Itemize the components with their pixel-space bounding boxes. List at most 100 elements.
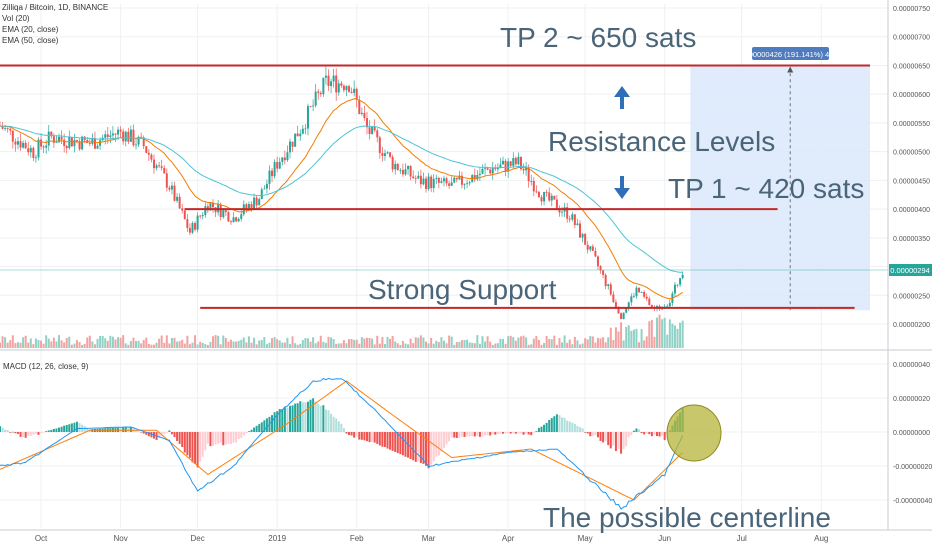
candle-body — [383, 153, 386, 156]
histogram-bar — [371, 432, 374, 443]
volume-bar — [609, 327, 612, 348]
indicator-ema50[interactable]: EMA (50, close) — [2, 36, 59, 45]
histogram-bar — [278, 409, 281, 432]
volume-bar — [448, 335, 451, 348]
candle-body — [453, 177, 456, 183]
candle-body — [355, 88, 358, 100]
time-tick-label: May — [578, 534, 593, 543]
candle-body — [19, 141, 22, 148]
measure-tool[interactable] — [690, 65, 870, 311]
volume-bar — [4, 337, 7, 348]
candle-body — [373, 126, 376, 131]
histogram-bar — [142, 432, 145, 434]
candle-body — [502, 160, 505, 165]
support-annotation[interactable]: Strong Support — [368, 274, 557, 305]
histogram-bar — [63, 425, 66, 432]
candle-body — [276, 162, 279, 169]
histogram-bar — [324, 409, 327, 432]
histogram-bar — [145, 432, 148, 435]
candle-body — [1, 125, 4, 129]
candle-body — [96, 145, 99, 149]
histogram-bar — [399, 432, 402, 455]
volume-bar — [324, 342, 327, 348]
volume-bar — [645, 336, 648, 348]
candle-body — [337, 83, 340, 93]
candle-body — [55, 142, 58, 144]
candle-body — [271, 170, 274, 177]
volume-bar — [348, 339, 351, 348]
resistance-annotation[interactable]: Resistance Levels — [548, 126, 775, 157]
histogram-bar — [173, 432, 176, 438]
volume-bar — [635, 328, 638, 348]
tp2-annotation[interactable]: TP 2 ~ 650 sats — [500, 22, 696, 53]
histogram-bar — [291, 405, 294, 432]
volume-bar — [132, 337, 135, 348]
macd-tick-label: -0.00000040 — [893, 498, 932, 505]
histogram-bar — [648, 432, 651, 435]
ema20-line — [0, 98, 683, 300]
volume-bar — [422, 337, 425, 348]
candle-body — [609, 284, 612, 295]
histogram-bar — [468, 432, 471, 437]
histogram-bar — [599, 432, 602, 441]
candle-body — [109, 135, 112, 138]
volume-bar — [186, 335, 189, 348]
volume-bar — [278, 340, 281, 348]
candle-body — [389, 152, 392, 157]
candle-body — [473, 175, 476, 180]
candle-body — [265, 183, 268, 189]
candle-body — [165, 173, 168, 188]
volume-bar — [668, 319, 671, 348]
indicator-vol[interactable]: Vol (20) — [2, 14, 30, 23]
level-lines[interactable] — [0, 64, 870, 309]
volume-bar — [55, 341, 58, 348]
volume-bar — [363, 338, 366, 348]
candle-body — [419, 175, 422, 185]
macd-cross-highlight[interactable] — [666, 404, 722, 462]
histogram-bar — [460, 432, 463, 437]
volume-bar — [358, 343, 361, 348]
volume-bar — [463, 340, 466, 348]
volume-bar — [168, 343, 171, 348]
volume-bar — [188, 344, 191, 348]
histogram-bar — [265, 418, 268, 432]
measure-region[interactable] — [690, 65, 870, 311]
volume-bar — [286, 337, 289, 348]
volume-bar — [596, 337, 599, 348]
histogram-bar — [75, 421, 78, 432]
histogram-bar — [6, 430, 9, 432]
candle-body — [209, 203, 212, 211]
volume-bar — [204, 344, 207, 348]
volume-bar — [281, 342, 284, 348]
symbol-title[interactable]: Zilliqa / Bitcoin, 1D, BINANCE — [2, 3, 109, 12]
volume-bar — [640, 329, 643, 348]
histogram-bar — [165, 432, 168, 433]
time-tick-label: Nov — [114, 534, 128, 543]
histogram-bar — [473, 432, 476, 437]
candle-body — [345, 86, 348, 91]
candle-body — [258, 199, 261, 206]
candle-body — [412, 176, 415, 179]
candle-body — [104, 134, 107, 138]
candle-body — [604, 274, 607, 287]
histogram-bar — [455, 432, 458, 438]
candle-body — [576, 223, 579, 226]
histogram-bar — [430, 432, 433, 465]
histogram-bar — [658, 432, 661, 437]
centerline-annotation[interactable]: The possible centerline — [543, 502, 831, 533]
tp1-annotation[interactable]: TP 1 ~ 420 sats — [668, 173, 864, 204]
candle-body — [478, 173, 481, 176]
macd-indicator-label[interactable]: MACD (12, 26, close, 9) — [3, 362, 89, 371]
volume-bar — [60, 340, 63, 348]
volume-bar — [353, 339, 356, 348]
arrow-down-icon — [614, 176, 630, 199]
volume-bar — [545, 335, 548, 348]
volume-bar — [522, 335, 525, 348]
indicator-ema20[interactable]: EMA (20, close) — [2, 25, 59, 34]
candle-body — [386, 152, 389, 154]
candle-body — [237, 218, 240, 222]
volume-bar — [625, 326, 628, 348]
volume-bar — [47, 338, 50, 348]
volume-bar — [263, 337, 266, 348]
volume-bar — [581, 343, 584, 348]
